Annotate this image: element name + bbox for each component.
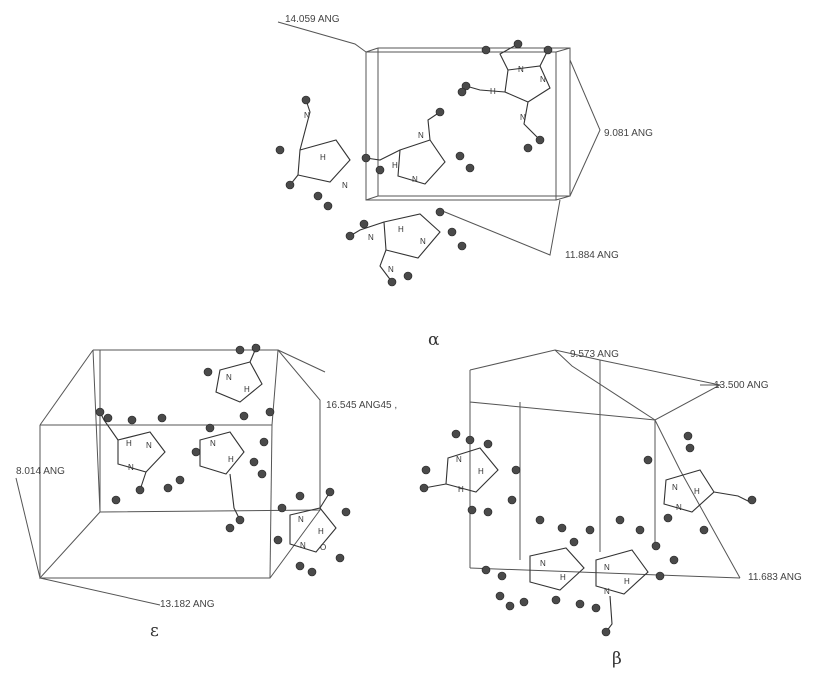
svg-text:N: N	[304, 111, 310, 120]
svg-text:H: H	[490, 87, 496, 96]
alpha-dim-b-label: 9.081 ANG	[604, 128, 653, 139]
svg-text:H: H	[478, 467, 484, 476]
svg-text:N: N	[676, 503, 682, 512]
svg-text:N: N	[604, 563, 610, 572]
svg-text:H: H	[458, 485, 464, 494]
beta-dim-a-label: 9.573 ANG	[570, 349, 619, 360]
svg-text:H: H	[244, 385, 250, 394]
svg-text:N: N	[418, 131, 424, 140]
svg-text:H: H	[398, 225, 404, 234]
epsilon-dim-c-label: 13.182 ANG	[160, 599, 215, 610]
beta-molecules: N H H N H N N H N H N	[419, 429, 757, 637]
svg-text:N: N	[672, 483, 678, 492]
svg-text:N: N	[412, 175, 418, 184]
svg-text:H: H	[560, 573, 566, 582]
epsilon-dim-a-label: 16.545 ANG45 ,	[326, 400, 397, 411]
svg-text:N: N	[342, 181, 348, 190]
oxygen-atom-label: O	[320, 543, 326, 552]
svg-text:N: N	[520, 113, 526, 122]
svg-text:N: N	[128, 463, 134, 472]
svg-text:N: N	[210, 439, 216, 448]
svg-text:N: N	[388, 265, 394, 274]
beta-dim-c-label: 11.683 ANG	[748, 572, 802, 583]
alpha-dim-c-label: 11.884 ANG	[565, 250, 619, 261]
svg-text:N: N	[300, 541, 306, 550]
svg-text:H: H	[392, 161, 398, 170]
svg-text:H: H	[624, 577, 630, 586]
svg-text:H: H	[320, 153, 326, 162]
epsilon-molecules: H N N N H N H N H N O	[95, 343, 351, 577]
svg-text:N: N	[226, 373, 232, 382]
svg-text:N: N	[540, 559, 546, 568]
alpha-molecules: N N N H N H N H N N H N N N	[275, 39, 553, 287]
svg-text:N: N	[146, 441, 152, 450]
svg-text:N: N	[420, 237, 426, 246]
alpha-symbol: α	[428, 330, 440, 350]
svg-text:N: N	[540, 75, 546, 84]
svg-text:H: H	[228, 455, 234, 464]
svg-text:H: H	[126, 439, 132, 448]
svg-text:N: N	[604, 587, 610, 596]
beta-symbol: β	[612, 649, 622, 669]
epsilon-unit-cell	[15, 349, 326, 606]
svg-text:H: H	[318, 527, 324, 536]
svg-text:N: N	[518, 65, 524, 74]
beta-unit-cell	[469, 349, 741, 579]
alpha-dim-a-label: 14.059 ANG	[285, 14, 340, 25]
alpha-unit-cell	[277, 21, 601, 256]
svg-text:N: N	[368, 233, 374, 242]
epsilon-symbol: ε	[150, 621, 159, 641]
svg-text:N: N	[456, 455, 462, 464]
beta-dim-b-label: 13.500 ANG	[714, 380, 769, 391]
svg-text:H: H	[694, 487, 700, 496]
epsilon-dim-b-label: 8.014 ANG	[16, 466, 65, 477]
svg-text:N: N	[298, 515, 304, 524]
